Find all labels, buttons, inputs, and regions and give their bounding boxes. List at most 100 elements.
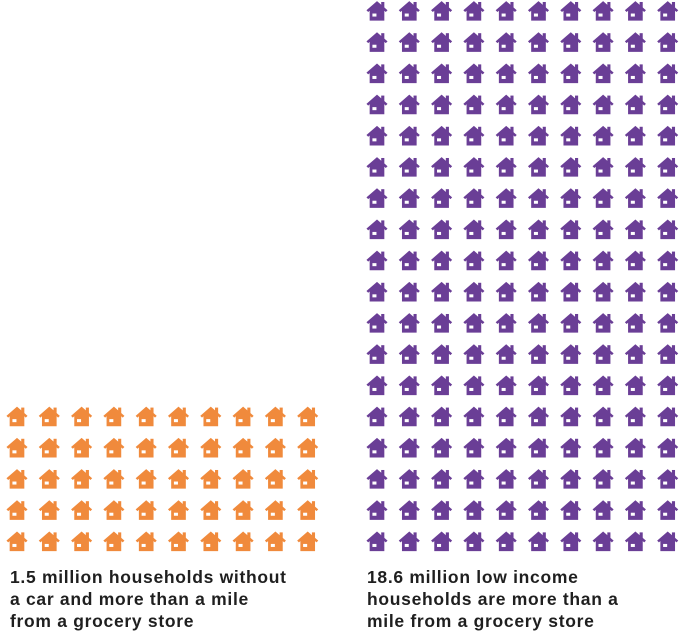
house-icon [366, 375, 388, 396]
house-icon [527, 1, 550, 21]
house-icon [398, 500, 420, 520]
house-icon [463, 94, 485, 115]
house-icon [592, 94, 614, 115]
house-icon [495, 188, 517, 208]
house-icon [366, 94, 388, 115]
house-icon [167, 437, 190, 458]
car-less-households-caption: 1.5 million households without a car and… [10, 566, 350, 632]
house-icon [431, 219, 453, 240]
house-icon [431, 500, 453, 520]
house-icon [527, 250, 550, 271]
house-icon [232, 500, 254, 520]
house-icon [495, 32, 517, 52]
caption-line: a car and more than a mile [10, 589, 249, 609]
house-icon [560, 344, 582, 364]
house-icon [527, 281, 550, 302]
house-icon [463, 437, 485, 458]
house-icon [398, 125, 420, 146]
house-icon [463, 1, 485, 21]
house-icon [624, 94, 646, 115]
house-icon [560, 500, 582, 520]
house-icon [495, 157, 517, 177]
house-icon [167, 531, 190, 552]
house-icon [103, 406, 125, 427]
house-icon [495, 63, 517, 84]
house-icon [366, 157, 388, 177]
house-icon [527, 375, 550, 396]
house-icon [657, 281, 679, 302]
caption-line: from a grocery store [10, 611, 195, 631]
house-icon [624, 188, 646, 208]
house-icon [592, 344, 614, 364]
house-icon [624, 250, 646, 271]
house-icon [463, 32, 485, 52]
house-icon [592, 500, 614, 520]
house-icon [527, 531, 550, 552]
house-icon [495, 1, 517, 21]
car-less-households-icon-grid [6, 406, 319, 552]
house-icon [431, 344, 453, 364]
house-icon [592, 531, 614, 552]
house-icon [366, 469, 388, 489]
house-icon [431, 375, 453, 396]
house-icon [657, 531, 679, 552]
house-icon [463, 500, 485, 520]
house-icon [657, 63, 679, 84]
house-icon [657, 375, 679, 396]
caption-line: 18.6 million low income [367, 567, 579, 587]
house-icon [624, 219, 646, 240]
house-icon [398, 344, 420, 364]
house-icon [560, 63, 582, 84]
house-icon [495, 281, 517, 302]
low-income-households-caption: 18.6 million low income households are m… [367, 566, 679, 632]
house-icon [624, 125, 646, 146]
house-icon [624, 32, 646, 52]
house-icon [495, 375, 517, 396]
house-icon [366, 125, 388, 146]
house-icon [527, 437, 550, 458]
house-icon [431, 437, 453, 458]
house-icon [495, 500, 517, 520]
house-icon [527, 500, 550, 520]
house-icon [398, 32, 420, 52]
house-icon [200, 437, 222, 458]
house-icon [657, 313, 679, 333]
house-icon [495, 219, 517, 240]
house-icon [560, 94, 582, 115]
house-icon [431, 281, 453, 302]
house-icon [71, 531, 93, 552]
house-icon [398, 469, 420, 489]
house-icon [592, 125, 614, 146]
house-icon [624, 1, 646, 21]
house-icon [527, 32, 550, 52]
house-icon [431, 157, 453, 177]
house-icon [232, 437, 254, 458]
house-icon [264, 469, 286, 489]
house-icon [463, 281, 485, 302]
house-icon [624, 344, 646, 364]
house-icon [560, 406, 582, 427]
house-icon [232, 469, 254, 489]
house-icon [657, 219, 679, 240]
house-icon [592, 1, 614, 21]
house-icon [624, 437, 646, 458]
house-icon [431, 63, 453, 84]
house-icon [297, 406, 319, 427]
house-icon [657, 1, 679, 21]
house-icon [398, 375, 420, 396]
house-icon [366, 250, 388, 271]
house-icon [592, 250, 614, 271]
house-icon [71, 500, 93, 520]
house-icon [366, 500, 388, 520]
house-icon [657, 125, 679, 146]
house-icon [592, 219, 614, 240]
house-icon [560, 437, 582, 458]
house-icon [135, 531, 157, 552]
house-icon [398, 63, 420, 84]
caption-line: 1.5 million households without [10, 567, 287, 587]
house-icon [200, 406, 222, 427]
house-icon [495, 313, 517, 333]
house-icon [463, 375, 485, 396]
house-icon [264, 437, 286, 458]
